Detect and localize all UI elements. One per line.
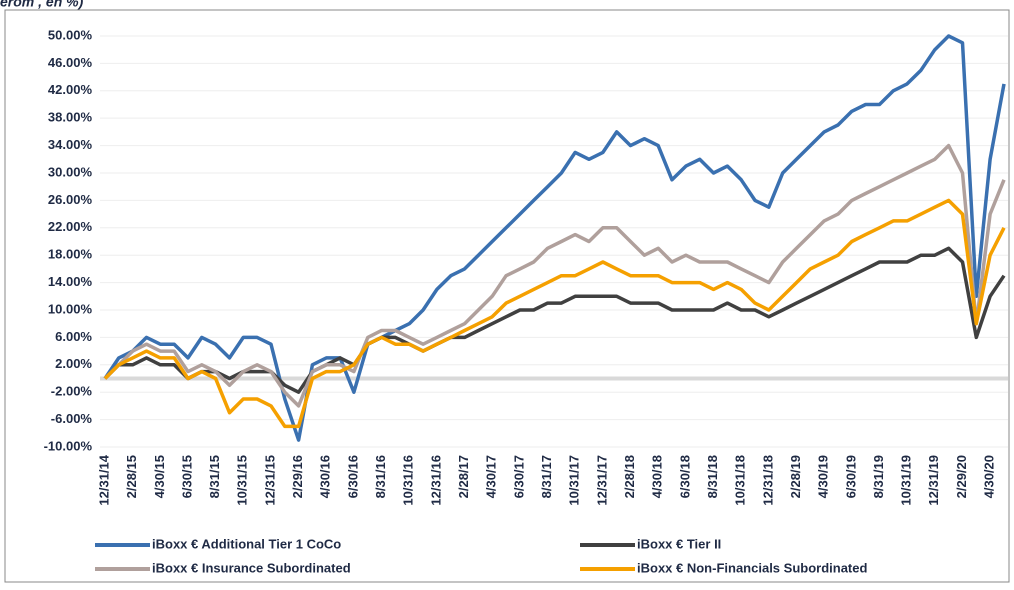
x-tick-label: 8/31/19 bbox=[871, 455, 886, 498]
x-tick-label: 6/30/15 bbox=[179, 455, 194, 498]
y-tick-label: 2.00% bbox=[55, 356, 92, 371]
legend-label: iBoxx € Non-Financials Subordinated bbox=[637, 560, 867, 575]
x-tick-label: 12/31/16 bbox=[428, 455, 443, 506]
x-tick-label: 4/30/19 bbox=[816, 455, 831, 498]
chart-frame bbox=[4, 9, 1010, 583]
x-tick-label: 6/30/16 bbox=[345, 455, 360, 498]
x-tick-label: 12/31/17 bbox=[594, 455, 609, 506]
y-tick-label: 22.00% bbox=[48, 219, 93, 234]
y-tick-label: 42.00% bbox=[48, 82, 93, 97]
y-tick-label: 14.00% bbox=[48, 274, 93, 289]
y-tick-label: 38.00% bbox=[48, 110, 93, 125]
y-tick-label: -2.00% bbox=[51, 384, 93, 399]
x-tick-label: 12/31/19 bbox=[926, 455, 941, 506]
x-tick-label: 8/31/17 bbox=[539, 455, 554, 498]
y-tick-label: -10.00% bbox=[44, 438, 93, 453]
chart-title: erom , en %) bbox=[0, 0, 84, 10]
y-tick-label: -6.00% bbox=[51, 411, 93, 426]
x-tick-label: 4/30/20 bbox=[982, 455, 997, 498]
x-tick-label: 10/31/17 bbox=[567, 455, 582, 506]
x-tick-label: 6/30/19 bbox=[843, 455, 858, 498]
x-tick-label: 2/28/17 bbox=[456, 455, 471, 498]
x-tick-label: 10/31/15 bbox=[235, 455, 250, 506]
x-tick-label: 12/31/18 bbox=[760, 455, 775, 506]
x-tick-label: 4/30/17 bbox=[484, 455, 499, 498]
x-tick-label: 2/28/19 bbox=[788, 455, 803, 498]
x-tick-label: 8/31/16 bbox=[373, 455, 388, 498]
x-tick-label: 8/31/18 bbox=[705, 455, 720, 498]
x-tick-label: 12/31/15 bbox=[262, 455, 277, 506]
series-line bbox=[103, 34, 1006, 442]
y-tick-label: 18.00% bbox=[48, 247, 93, 262]
y-tick-label: 46.00% bbox=[48, 55, 93, 70]
y-tick-label: 10.00% bbox=[48, 301, 93, 316]
y-tick-label: 50.00% bbox=[48, 27, 93, 42]
x-tick-label: 10/31/19 bbox=[899, 455, 914, 506]
series-line bbox=[103, 246, 1006, 394]
x-tick-label: 12/31/14 bbox=[96, 454, 111, 505]
x-tick-label: 4/30/18 bbox=[650, 455, 665, 498]
x-tick-label: 6/30/18 bbox=[677, 455, 692, 498]
x-tick-label: 6/30/17 bbox=[511, 455, 526, 498]
series-line bbox=[103, 143, 1006, 408]
y-tick-label: 26.00% bbox=[48, 192, 93, 207]
legend-label: iBoxx € Additional Tier 1 CoCo bbox=[152, 536, 341, 551]
x-tick-label: 4/30/16 bbox=[318, 455, 333, 498]
x-tick-label: 10/31/16 bbox=[401, 455, 416, 506]
x-tick-label: 2/28/15 bbox=[124, 455, 139, 498]
series-line bbox=[103, 198, 1006, 429]
x-tick-label: 2/29/16 bbox=[290, 455, 305, 498]
x-tick-label: 10/31/18 bbox=[733, 455, 748, 506]
y-tick-label: 6.00% bbox=[55, 329, 92, 344]
x-tick-label: 4/30/15 bbox=[152, 455, 167, 498]
x-tick-label: 8/31/15 bbox=[207, 455, 222, 498]
x-tick-label: 2/28/18 bbox=[622, 455, 637, 498]
x-tick-label: 2/29/20 bbox=[954, 455, 969, 498]
y-tick-label: 34.00% bbox=[48, 137, 93, 152]
legend-label: iBoxx € Tier II bbox=[637, 536, 721, 551]
legend-label: iBoxx € Insurance Subordinated bbox=[152, 560, 351, 575]
y-tick-label: 30.00% bbox=[48, 164, 93, 179]
